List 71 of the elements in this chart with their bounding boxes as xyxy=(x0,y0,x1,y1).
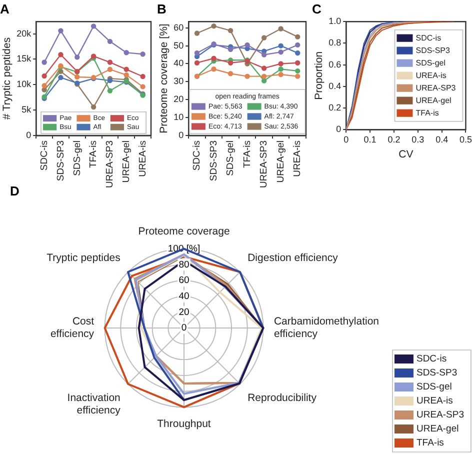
spoke-label: Inactivation efficiency xyxy=(67,392,122,416)
x-tick-label: SDC-is xyxy=(38,140,50,171)
x-tick-label: UREA-is xyxy=(292,140,304,177)
legend-label: UREA-SP3 xyxy=(416,83,456,92)
x-tick-label: 0.1 xyxy=(364,134,376,144)
spoke-label: Cost efficiency xyxy=(50,316,95,340)
y-tick-label: 20 xyxy=(174,94,184,104)
x-tick-label: TFA-is xyxy=(242,140,253,168)
y-tick-label: 50 xyxy=(174,40,184,50)
y-tick-label: 30 xyxy=(174,76,184,86)
chart-title: C xyxy=(312,1,322,16)
y-tick-label: 40 xyxy=(178,290,190,302)
x-tick-label: 0 xyxy=(344,134,349,144)
x-tick-label: SDS-gel xyxy=(72,140,83,176)
y-tick-label: 5k xyxy=(22,104,32,115)
legend-label: SDS-gel xyxy=(416,382,452,393)
x-tick-label: UREA-gel xyxy=(121,140,132,183)
legend-label: TFA-is xyxy=(416,438,444,449)
x-tick-label: SDC-is xyxy=(192,140,203,171)
legend-label: SDC-is xyxy=(416,33,442,42)
x-tick-label: 0.3 xyxy=(412,134,424,144)
y-tick-label: 1.0 xyxy=(328,16,342,26)
y-tick-label: 15k xyxy=(16,54,32,64)
y-tick-label: 0.4 xyxy=(328,80,342,91)
legend-label: UREA-SP3 xyxy=(416,410,464,421)
y-tick-label: 40 xyxy=(174,58,184,68)
x-tick-label: SDS-gel xyxy=(225,140,236,176)
legend-label: SDS-gel xyxy=(416,58,446,68)
y-tick-label: 60 xyxy=(178,275,190,286)
spoke-label: Reproducibility xyxy=(248,392,318,404)
legend-label: UREA-gel xyxy=(416,424,459,435)
legend-label: SDC-is xyxy=(416,354,447,365)
y-tick-label: 10k xyxy=(16,79,32,90)
chart-title: D xyxy=(10,183,20,198)
legend-label: TFA-is xyxy=(416,108,439,118)
x-tick-label: SDS-SP3 xyxy=(208,140,220,182)
x-tick-label: 0.4 xyxy=(436,134,448,144)
y-tick-label: 80 xyxy=(178,259,190,270)
y-tick-label: 20 xyxy=(178,306,190,318)
legend-label: SDS-SP3 xyxy=(416,368,458,379)
x-axis-title: CV xyxy=(398,148,414,161)
x-tick-label: UREA-SP3 xyxy=(258,140,270,188)
y-tick-label: 10 xyxy=(174,112,184,122)
x-tick-label: 0.5 xyxy=(459,134,472,144)
x-tick-label: UREA-gel xyxy=(275,140,286,183)
x-tick-label: TFA-is xyxy=(88,140,100,168)
y-tick-label: 20k xyxy=(16,28,32,38)
y-tick-label: 60 xyxy=(174,22,184,32)
legend-label: UREA-gel xyxy=(416,96,452,105)
y-tick-label: 0 xyxy=(336,124,342,134)
spoke-label: Throughput xyxy=(157,418,211,430)
chart-title: A xyxy=(0,1,10,16)
y-tick-label: 0.6 xyxy=(328,59,342,70)
chart-title: B xyxy=(157,1,166,16)
y-axis-title: Proteome coverage [%] xyxy=(158,24,170,134)
y-axis-title: Proportion xyxy=(313,51,326,100)
spoke-label: Digestion efficiency xyxy=(248,252,339,264)
y-axis-title: # Tryptic peptides xyxy=(1,37,14,120)
x-tick-label: UREA-SP3 xyxy=(104,140,116,188)
spoke-label: Tryptic peptides xyxy=(46,252,120,264)
y-tick-label: 0 xyxy=(181,322,187,334)
legend-label: UREA-is xyxy=(416,70,446,80)
x-tick-label: 0.2 xyxy=(388,134,400,144)
y-tick-label: 0.8 xyxy=(328,38,342,48)
legend-label: UREA-is xyxy=(416,396,454,407)
x-tick-label: UREA-is xyxy=(137,140,148,177)
spoke-label: Carbamidomethylation efficiency xyxy=(274,316,380,340)
y-tick-label: 0.2 xyxy=(328,102,342,112)
x-tick-label: SDS-SP3 xyxy=(55,140,66,182)
legend-label: SDS-SP3 xyxy=(416,46,451,55)
spoke-label: Proteome coverage xyxy=(138,226,230,238)
